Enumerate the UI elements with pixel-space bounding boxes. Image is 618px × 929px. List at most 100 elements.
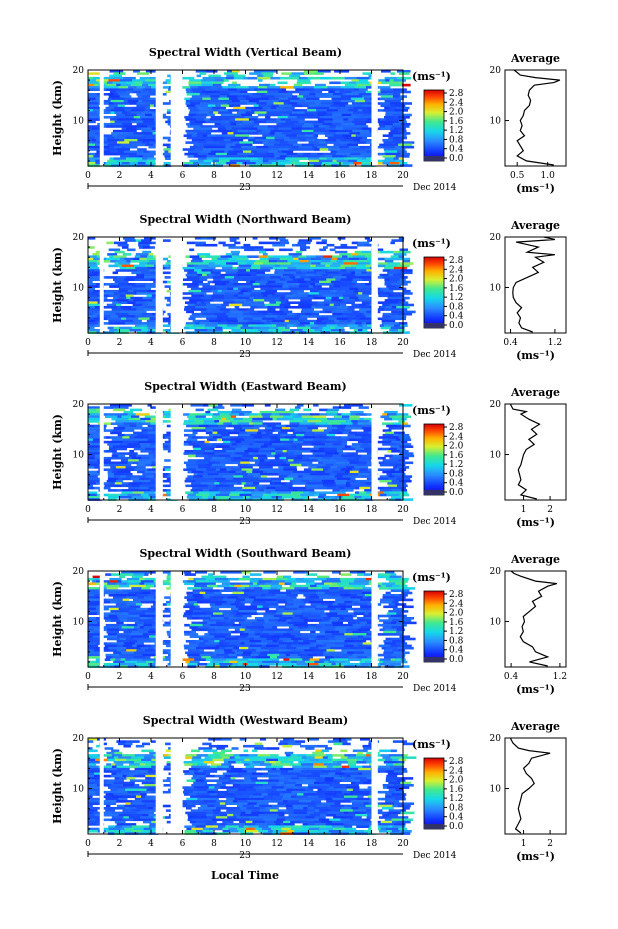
- x-tick-label: 10: [240, 672, 252, 682]
- average-unit: (ms⁻¹): [516, 516, 555, 529]
- colorbar-tick-label: 2.8: [449, 423, 464, 433]
- x-tick-label: 18: [366, 672, 378, 682]
- colorbar-tick-label: 2.0: [449, 275, 464, 285]
- average-x-tick-label: 1.0: [541, 171, 556, 181]
- x-tick-label: 4: [148, 171, 154, 181]
- x-tick-label: 2: [117, 672, 123, 682]
- colorbar-unit: (ms⁻¹): [412, 404, 451, 417]
- average-frame: [504, 403, 567, 501]
- x-tick-label: 12: [271, 338, 282, 348]
- x-tick-label: 0: [85, 505, 91, 515]
- colorbar-tick-label: 2.0: [449, 442, 464, 452]
- average-y-tick-label: 20: [490, 567, 502, 577]
- date-label: Dec 2014: [413, 851, 457, 861]
- colorbar-tick-label: 2.4: [449, 599, 464, 609]
- x-tick-label: 4: [148, 505, 154, 515]
- panel-title: Spectral Width (Eastward Beam): [144, 380, 346, 393]
- colorbar-tick-label: 2.4: [449, 98, 464, 108]
- x-tick-label: 10: [240, 839, 252, 849]
- x-tick-label: 12: [271, 171, 282, 181]
- panel-title: Spectral Width (Westward Beam): [143, 714, 348, 727]
- x-tick-label: 2: [117, 839, 123, 849]
- colorbar-tick-label: 1.6: [449, 785, 464, 795]
- colorbar-tick-label: 0.0: [449, 321, 464, 331]
- colorbar-tick-label: 0.8: [449, 469, 464, 479]
- colorbar-tick-label: 0.8: [449, 803, 464, 813]
- y-tick-label: 10: [73, 284, 85, 294]
- x-tick-label: 16: [334, 839, 346, 849]
- average-x-tick-label: 0.4: [504, 672, 519, 682]
- colorbar: [423, 423, 445, 496]
- average-unit: (ms⁻¹): [516, 349, 555, 362]
- average-profile-line: [513, 69, 561, 166]
- heatmap-cells: [88, 237, 416, 334]
- average-frame: [504, 570, 567, 668]
- y-tick-label: 20: [73, 66, 85, 76]
- colorbar-tick-label: 2.0: [449, 609, 464, 619]
- average-y-tick-label: 20: [490, 734, 502, 744]
- y-axis-label: Height (km): [51, 80, 64, 156]
- colorbar-tick-label: 2.8: [449, 590, 464, 600]
- x-tick-label: 16: [334, 672, 346, 682]
- colorbar-tick-label: 0.8: [449, 302, 464, 312]
- colorbar-tick-label: 0.8: [449, 636, 464, 646]
- colorbar-tick-label: 1.2: [449, 460, 463, 470]
- x-tick-label: 16: [334, 171, 346, 181]
- x-tick-label: 8: [211, 171, 217, 181]
- average-x-tick-label: 2: [547, 505, 553, 515]
- x-tick-label: 18: [366, 505, 378, 515]
- colorbar-tick-label: 1.2: [449, 293, 463, 303]
- colorbar-tick-label: 1.6: [449, 451, 464, 461]
- average-x-tick-label: 1.2: [548, 338, 562, 348]
- x-tick-label: 6: [180, 839, 186, 849]
- x-axis-label: Local Time: [211, 869, 279, 882]
- day-label: 23: [239, 684, 251, 694]
- day-label: 23: [239, 350, 251, 360]
- average-profile-line: [509, 737, 551, 834]
- average-unit: (ms⁻¹): [516, 683, 555, 696]
- average-title: Average: [510, 52, 560, 65]
- x-tick-label: 6: [180, 171, 186, 181]
- x-tick-label: 2: [117, 338, 123, 348]
- colorbar-tick-label: 0.4: [449, 646, 464, 656]
- colorbar-tick-label: 1.2: [449, 627, 463, 637]
- day-label: 23: [239, 851, 251, 861]
- x-tick-label: 8: [211, 839, 217, 849]
- colorbar-tick-label: 0.4: [449, 479, 464, 489]
- x-tick-label: 0: [85, 672, 91, 682]
- y-axis-label: Height (km): [51, 414, 64, 490]
- colorbar-tick-label: 0.0: [449, 488, 464, 498]
- panel-title: Spectral Width (Northward Beam): [140, 213, 352, 226]
- panel-5: Spectral Width (Westward Beam)0 2 4 6 8 10 12 1…: [51, 714, 567, 863]
- colorbar: [423, 757, 445, 830]
- x-tick-label: 10: [240, 171, 252, 181]
- colorbar: [423, 590, 445, 663]
- panel-title: Spectral Width (Vertical Beam): [149, 46, 342, 59]
- average-x-tick-label: 1: [521, 505, 527, 515]
- average-y-tick-label: 10: [490, 618, 502, 628]
- colorbar-tick-label: 2.8: [449, 757, 464, 767]
- colorbar-tick-label: 1.6: [449, 618, 464, 628]
- colorbar-tick-label: 2.8: [449, 89, 464, 99]
- colorbar-tick-label: 0.8: [449, 135, 464, 145]
- average-title: Average: [510, 720, 560, 733]
- x-tick-label: 6: [180, 338, 186, 348]
- y-tick-label: 20: [73, 400, 85, 410]
- average-unit: (ms⁻¹): [516, 850, 555, 863]
- x-tick-label: 0: [85, 171, 91, 181]
- y-axis-label: Height (km): [51, 581, 64, 657]
- x-tick-label: 20: [397, 338, 409, 348]
- colorbar-tick-label: 2.4: [449, 432, 464, 442]
- x-tick-label: 12: [271, 505, 282, 515]
- colorbar-tick-label: 1.2: [449, 794, 463, 804]
- panel-1: Spectral Width (Vertical Beam) 0 2 4 6 8 10 12 1…: [51, 46, 567, 195]
- average-y-tick-label: 20: [490, 66, 502, 76]
- colorbar-tick-label: 1.2: [449, 126, 463, 136]
- colorbar-tick-label: 0.4: [449, 145, 464, 155]
- y-tick-label: 10: [73, 785, 85, 795]
- x-tick-label: 0: [85, 839, 91, 849]
- x-tick-label: 4: [148, 839, 154, 849]
- day-label: 23: [239, 183, 251, 193]
- x-tick-label: 14: [303, 171, 315, 181]
- colorbar: [423, 256, 445, 329]
